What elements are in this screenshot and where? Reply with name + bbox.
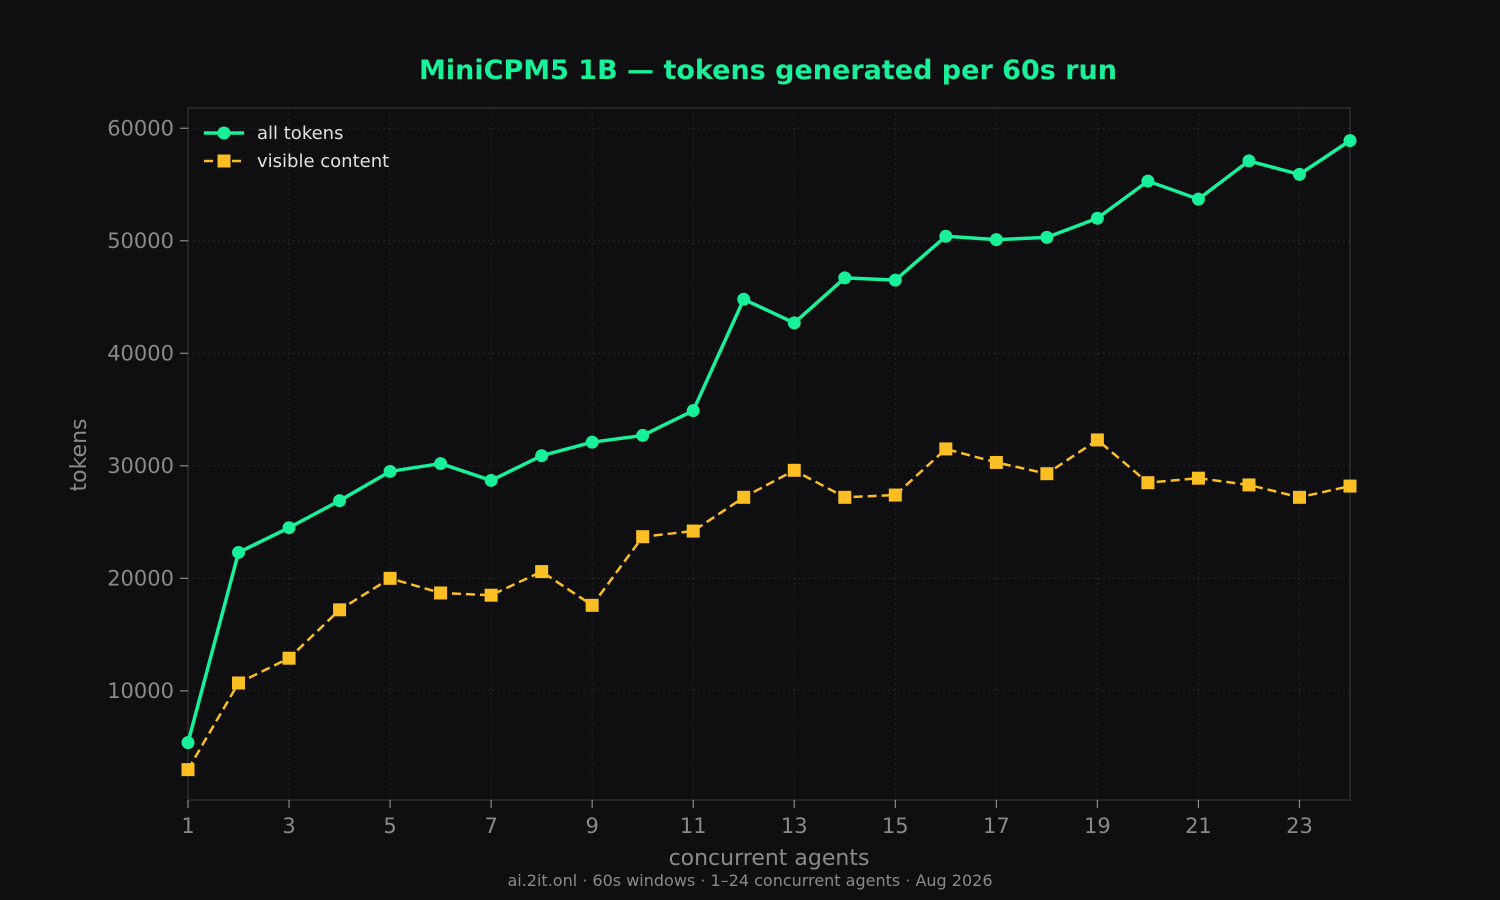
data-point	[181, 736, 195, 750]
data-point	[1191, 471, 1205, 485]
data-point	[1343, 479, 1357, 493]
x-tick-label: 23	[1286, 814, 1313, 838]
x-tick-label: 1	[181, 814, 194, 838]
data-point	[383, 464, 397, 478]
series-line	[186, 139, 1351, 744]
data-point	[1090, 211, 1104, 225]
data-point	[282, 651, 296, 665]
series-line	[186, 438, 1351, 771]
x-tick-label: 3	[282, 814, 295, 838]
data-point	[232, 545, 246, 559]
data-point	[838, 490, 852, 504]
legend-label: all tokens	[257, 123, 343, 144]
data-point	[636, 428, 650, 442]
data-point	[1242, 478, 1256, 492]
data-point	[1242, 154, 1256, 168]
data-point	[686, 404, 700, 418]
legend-label: visible content	[257, 151, 389, 172]
data-point	[989, 455, 1003, 469]
data-point	[989, 233, 1003, 247]
data-point	[1191, 192, 1205, 206]
y-tick-label: 20000	[107, 566, 174, 590]
data-point	[1292, 490, 1306, 504]
data-point	[585, 435, 599, 449]
data-point	[333, 494, 347, 508]
data-point	[434, 586, 448, 600]
data-point	[1040, 467, 1054, 481]
data-point	[1343, 134, 1357, 148]
x-tick-label: 21	[1185, 814, 1212, 838]
data-point	[484, 473, 498, 487]
data-point	[585, 598, 599, 612]
x-tick-label: 5	[383, 814, 396, 838]
data-point	[737, 490, 751, 504]
data-point	[737, 292, 751, 306]
data-point	[939, 442, 953, 456]
x-tick-label: 17	[983, 814, 1010, 838]
data-point	[787, 316, 801, 330]
footer-note: ai.2it.onl · 60s windows · 1–24 concurre…	[507, 871, 992, 890]
data-point	[484, 588, 498, 602]
data-point	[787, 463, 801, 477]
x-axis-label: concurrent agents	[669, 846, 870, 871]
x-tick-label: 11	[680, 814, 707, 838]
data-point	[333, 603, 347, 617]
y-tick-label: 10000	[107, 679, 174, 703]
y-tick-label: 60000	[107, 116, 174, 140]
data-point	[181, 763, 195, 777]
legend-marker	[217, 154, 231, 168]
legend: all tokens visible content	[204, 123, 389, 172]
y-tick-label: 50000	[107, 229, 174, 253]
chart-title: MiniCPM5 1B — tokens generated per 60s r…	[419, 55, 1117, 86]
x-tick-label: 15	[882, 814, 909, 838]
x-tick-label: 7	[484, 814, 497, 838]
data-point	[636, 530, 650, 544]
plot-frame	[187, 107, 1351, 801]
data-point	[434, 457, 448, 471]
data-point	[1141, 174, 1155, 188]
data-point	[1292, 167, 1306, 181]
y-axis-ticks: 10000 20000 30000 40000 50000 60000	[107, 116, 188, 703]
data-point	[939, 229, 953, 243]
data-point	[888, 488, 902, 502]
x-tick-label: 19	[1084, 814, 1111, 838]
data-point	[1040, 230, 1054, 244]
data-point	[686, 524, 700, 538]
x-tick-label: 9	[585, 814, 598, 838]
data-point	[535, 565, 549, 579]
data-point	[1141, 476, 1155, 490]
y-tick-label: 30000	[107, 454, 174, 478]
y-tick-label: 40000	[107, 341, 174, 365]
x-tick-label: 13	[781, 814, 808, 838]
x-axis-ticks: 1 3 5 7 9 11 13 15 17 19 21 23	[181, 800, 1313, 838]
y-axis-label: tokens	[67, 419, 92, 492]
legend-marker	[217, 126, 231, 140]
data-point	[232, 676, 246, 690]
data-point	[535, 449, 549, 463]
series-all-tokens	[181, 134, 1357, 750]
series-group	[181, 134, 1357, 777]
series-visible-content	[181, 433, 1357, 777]
data-point	[1090, 433, 1104, 447]
data-point	[282, 521, 296, 535]
data-point	[383, 571, 397, 585]
data-point	[888, 273, 902, 287]
data-point	[838, 271, 852, 285]
